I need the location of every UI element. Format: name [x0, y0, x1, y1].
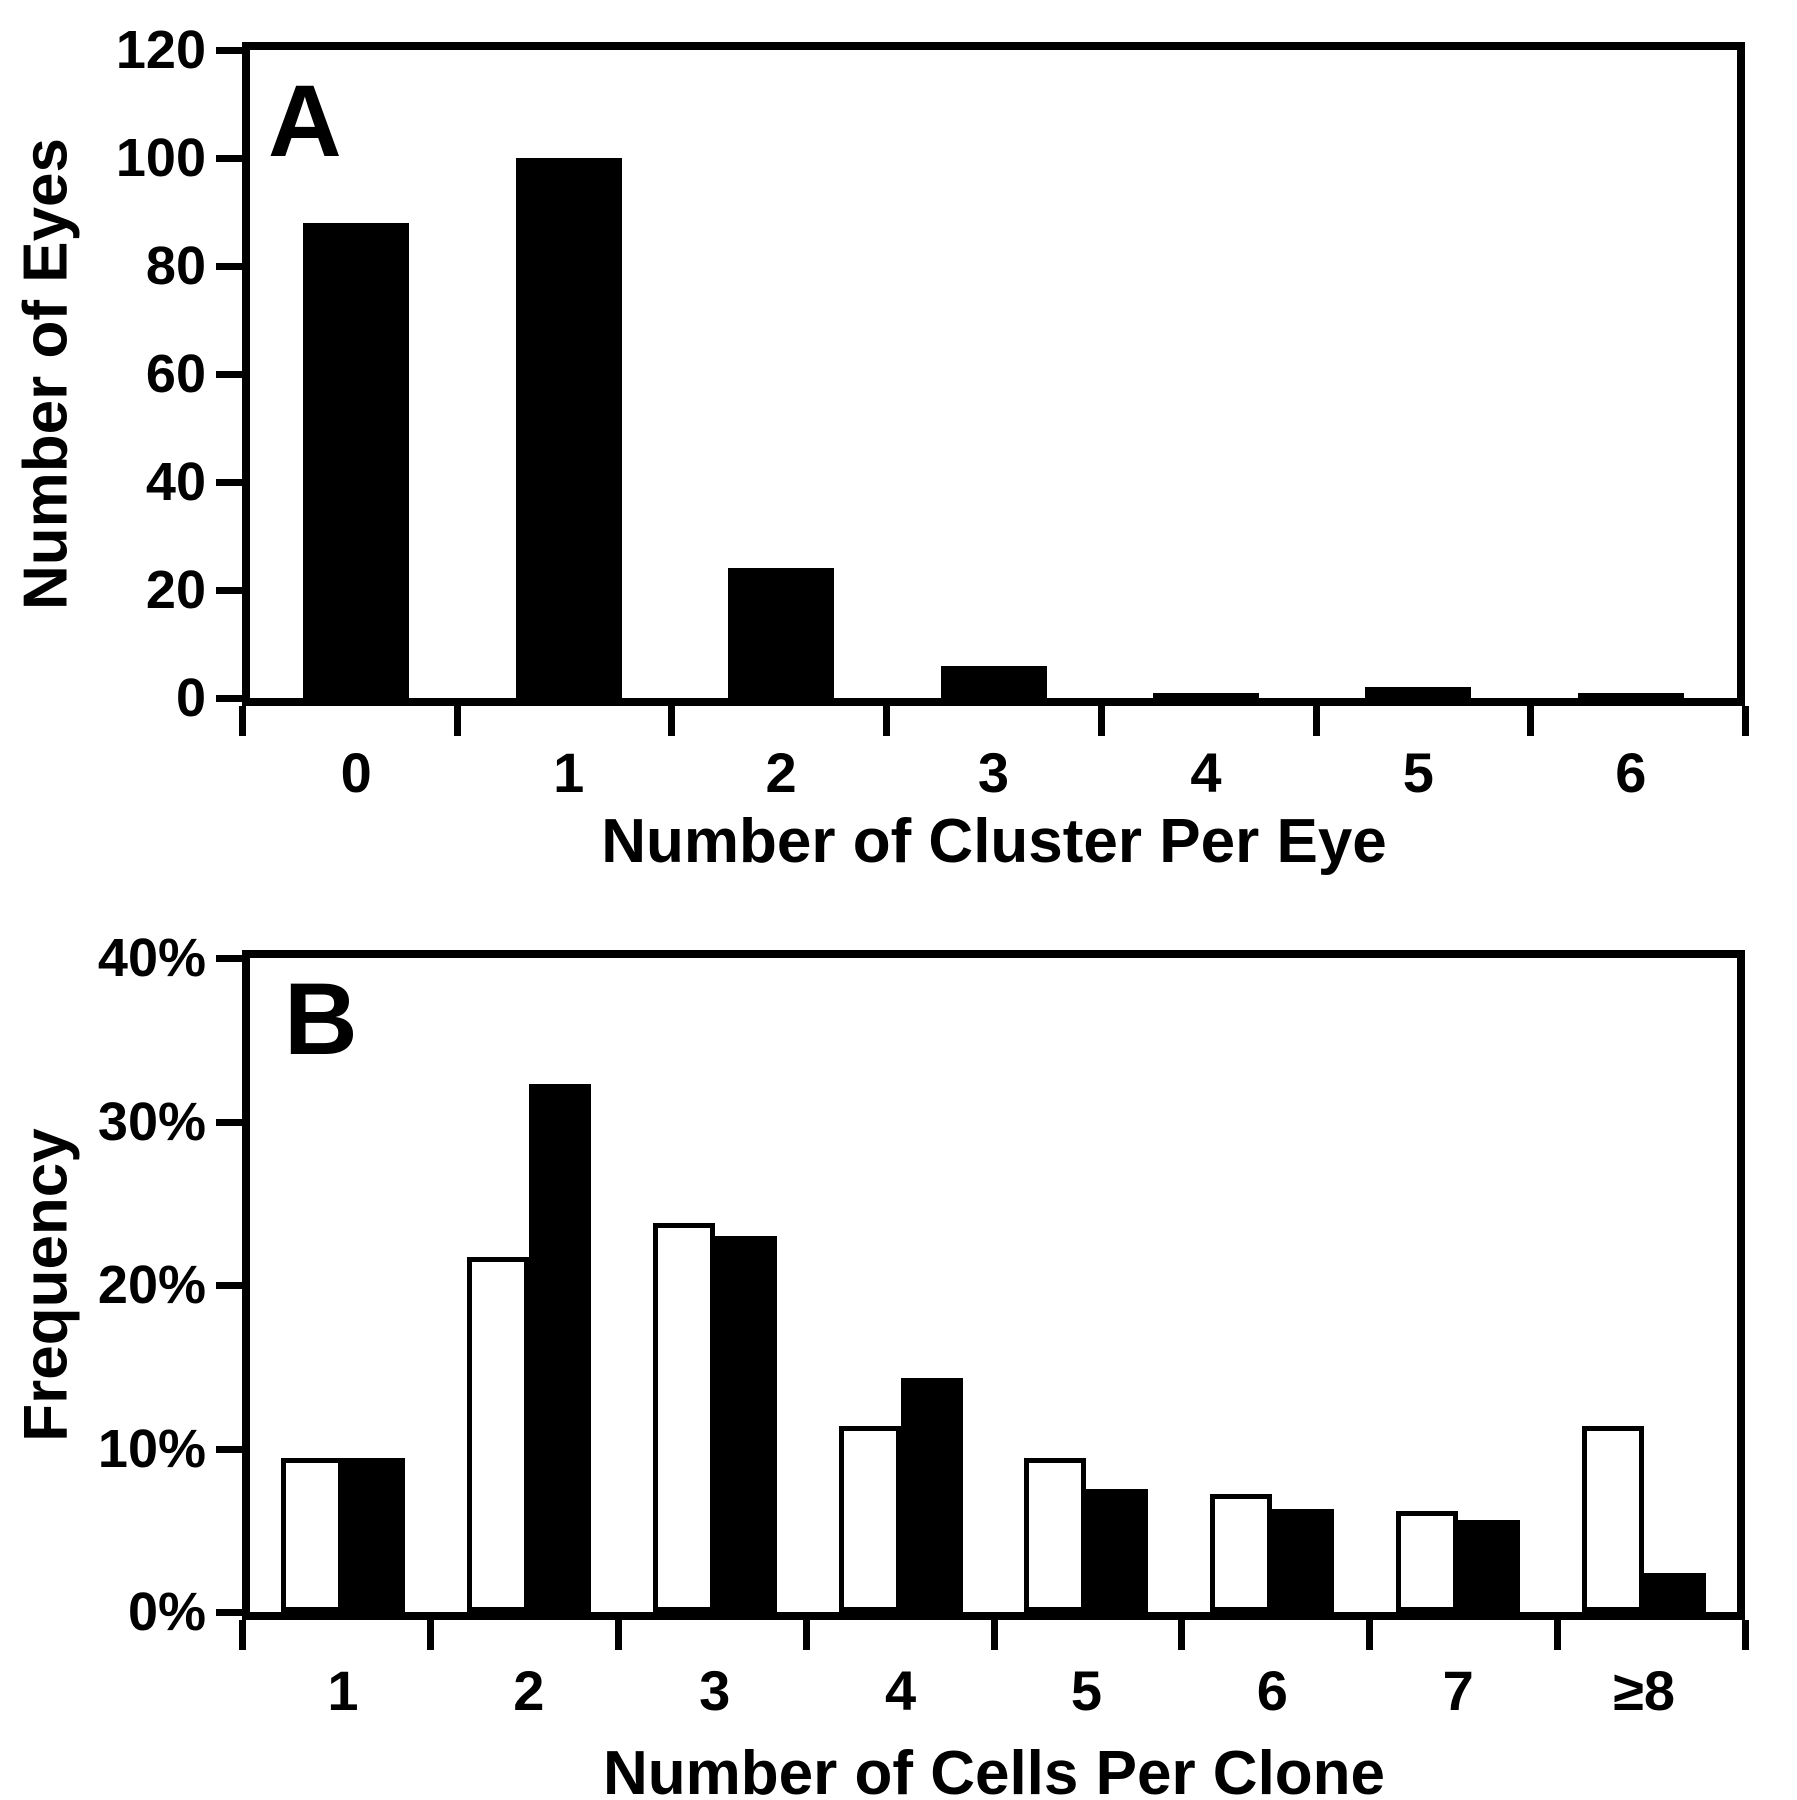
y-axis-tick — [216, 955, 242, 962]
y-axis-tick — [216, 1282, 242, 1289]
y-axis-tick-label: 30% — [97, 1091, 206, 1152]
bar-white — [466, 1257, 529, 1612]
x-axis-tick — [883, 706, 891, 736]
x-axis-tick — [990, 1620, 998, 1650]
bar-black — [1086, 1489, 1149, 1612]
y-axis-tick-label: 80 — [145, 236, 206, 296]
x-axis-tick — [453, 706, 461, 736]
x-axis-tick — [1178, 1620, 1186, 1650]
x-axis-tick-label: 0 — [340, 741, 372, 804]
panel-a-x-axis-title: Number of Cluster Per Eye — [601, 807, 1387, 876]
x-axis-tick-label: 3 — [699, 1659, 731, 1722]
x-axis-tick-label: 3 — [977, 741, 1010, 804]
x-axis-tick — [1097, 706, 1105, 736]
x-axis-tick — [1554, 1620, 1562, 1650]
x-axis-tick-label: 6 — [1256, 1659, 1288, 1722]
y-axis-tick-label: 60 — [145, 344, 206, 404]
panel-b-letter: B — [284, 962, 358, 1076]
y-axis-tick-label: 20 — [145, 560, 206, 620]
x-axis-tick-label: 4 — [884, 1659, 917, 1722]
y-axis-tick — [216, 263, 242, 270]
x-axis-tick — [1366, 1620, 1374, 1650]
bar-white — [1396, 1510, 1459, 1612]
y-axis-tick — [216, 1118, 242, 1126]
bar-black — [342, 1458, 405, 1612]
x-axis-tick — [614, 1620, 622, 1650]
bar-black — [1644, 1572, 1707, 1612]
bar-white — [838, 1425, 901, 1612]
panel-b-plot-frame — [242, 950, 1745, 1620]
x-axis-tick — [1742, 706, 1749, 736]
y-axis-tick — [216, 695, 242, 702]
panel-a-letter: A — [268, 64, 342, 178]
panel-a-plot-frame — [242, 42, 1745, 706]
x-axis-tick-label: ≥8 — [1613, 1659, 1675, 1722]
bar-white — [1210, 1494, 1273, 1612]
x-axis-tick — [668, 706, 676, 736]
x-axis-tick — [239, 1620, 246, 1650]
x-axis-tick-label: 5 — [1402, 741, 1434, 804]
x-axis-tick-label: 6 — [1615, 741, 1647, 804]
bar-black — [1152, 692, 1259, 698]
bar-black — [515, 158, 622, 698]
x-axis-tick-label: 2 — [513, 1659, 545, 1722]
y-axis-tick-label: 0 — [175, 668, 206, 728]
x-axis-tick-label: 1 — [553, 741, 585, 804]
x-axis-tick-label: 4 — [1190, 741, 1222, 804]
bar-white — [1582, 1425, 1645, 1612]
y-axis-tick-label: 0% — [127, 1582, 206, 1642]
y-axis-tick — [216, 587, 242, 594]
y-axis-tick — [216, 1609, 242, 1616]
bar-black — [714, 1235, 777, 1612]
x-axis-tick-label: 5 — [1070, 1659, 1103, 1722]
x-axis-tick-label: 2 — [765, 741, 797, 804]
y-axis-tick-label: 120 — [115, 20, 206, 80]
y-axis-tick — [216, 47, 242, 54]
y-axis-tick-label: 20% — [97, 1255, 206, 1315]
x-axis-tick — [802, 1620, 810, 1650]
y-axis-tick-label: 40% — [97, 928, 206, 988]
y-axis-tick — [216, 155, 242, 162]
x-axis-tick — [1312, 706, 1320, 736]
x-axis-tick — [239, 706, 246, 736]
y-axis-tick-label: 40 — [145, 452, 206, 512]
x-axis-tick-label: 1 — [327, 1659, 359, 1722]
bar-white — [652, 1222, 715, 1612]
bar-black — [900, 1378, 963, 1612]
bar-black — [1577, 692, 1684, 698]
y-axis-tick-label: 10% — [97, 1418, 206, 1479]
bar-black — [303, 222, 410, 698]
bar-black — [1272, 1508, 1335, 1612]
bar-black — [1458, 1520, 1521, 1612]
y-axis-tick — [216, 479, 242, 486]
y-axis-tick-label: 100 — [115, 128, 206, 188]
bar-white — [1024, 1458, 1087, 1612]
x-axis-tick — [1742, 1620, 1749, 1650]
bar-black — [1365, 687, 1472, 698]
x-axis-tick-label: 7 — [1442, 1659, 1474, 1722]
bar-white — [280, 1458, 343, 1612]
y-axis-tick — [216, 1445, 242, 1453]
x-axis-tick — [1527, 706, 1535, 736]
panel-b-x-axis-title: Number of Cells Per Clone — [602, 1739, 1386, 1800]
x-axis-tick — [426, 1620, 434, 1650]
bar-black — [528, 1083, 591, 1612]
y-axis-tick — [216, 371, 242, 378]
bar-black — [728, 568, 835, 698]
bar-black — [940, 665, 1047, 698]
